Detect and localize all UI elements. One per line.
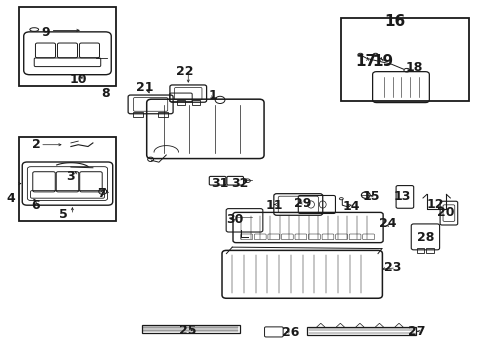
Text: 3: 3 [66, 170, 75, 183]
Text: 24: 24 [378, 217, 396, 230]
Text: 13: 13 [393, 190, 410, 203]
Text: 28: 28 [416, 231, 433, 244]
Text: 9: 9 [41, 26, 50, 39]
Text: 8: 8 [101, 87, 109, 100]
Text: 2: 2 [32, 138, 41, 151]
Text: 20: 20 [436, 206, 454, 219]
Text: 19: 19 [371, 54, 392, 69]
Text: 16: 16 [384, 14, 405, 29]
Text: 30: 30 [225, 213, 243, 226]
Text: 23: 23 [383, 261, 401, 274]
Text: 4: 4 [6, 192, 15, 204]
Text: 18: 18 [405, 61, 423, 74]
Text: 15: 15 [362, 190, 380, 203]
Text: 7: 7 [97, 187, 106, 200]
Text: 10: 10 [69, 73, 87, 86]
Text: 29: 29 [293, 197, 310, 210]
Text: 31: 31 [211, 177, 228, 190]
Text: 26: 26 [282, 327, 299, 339]
Text: 11: 11 [264, 199, 282, 212]
Text: 1: 1 [208, 89, 217, 102]
Text: 6: 6 [31, 199, 40, 212]
Text: 32: 32 [230, 177, 248, 190]
Text: 14: 14 [342, 200, 359, 213]
Text: 22: 22 [176, 65, 193, 78]
Text: 12: 12 [426, 198, 443, 211]
Text: 17: 17 [354, 54, 376, 69]
Text: 27: 27 [407, 325, 425, 338]
Text: 25: 25 [179, 324, 196, 337]
Text: 5: 5 [59, 208, 68, 221]
Text: 21: 21 [135, 81, 153, 94]
